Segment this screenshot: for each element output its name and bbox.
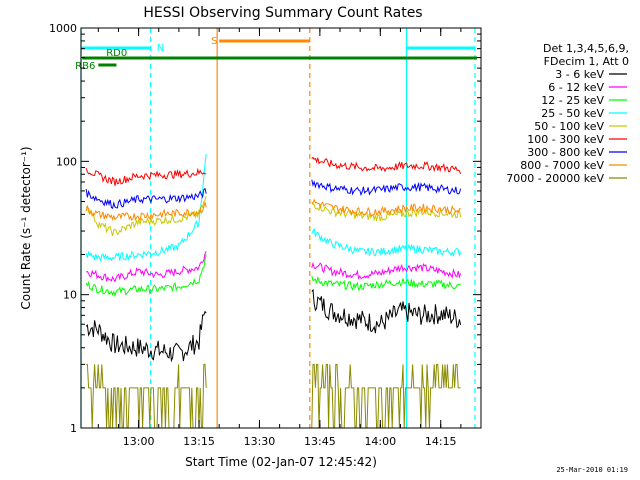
series-line-1-b [311,261,462,280]
series-line-8-b [311,363,461,429]
legend-header-0: Det 1,3,4,5,6,9, [543,42,629,55]
legend-entry-label-8: 7000 - 20000 keV [506,172,604,185]
annotation-label-s: S [211,36,217,47]
series-line-1-a [86,251,207,283]
y-tick-label-1: 10 [63,289,77,302]
series-line-0-b [311,288,462,334]
x-tick-label-2: 13:30 [244,435,276,448]
legend-entry-label-5: 100 - 300 keV [527,133,604,146]
y-tick-label-2: 100 [56,155,77,168]
series-line-7-a [85,201,207,222]
x-tick-label-5: 14:15 [425,435,457,448]
legend-entry-label-4: 50 - 100 keV [534,120,604,133]
series-line-8-a [86,363,207,429]
chart-title: HESSI Observing Summary Count Rates [143,5,422,21]
series-line-3-a [85,153,207,263]
y-tick-label-3: 1000 [49,22,77,35]
legend-entry-label-2: 12 - 25 keV [541,94,604,107]
annotation-label-n: N [157,43,164,54]
series-line-4-b [311,201,462,222]
x-axis-label: Start Time (02-Jan-07 12:45:42) [185,455,377,469]
legend-entry-label-0: 3 - 6 keV [555,68,604,81]
vertical-markers [80,28,476,428]
series-line-2-b [311,275,461,291]
y-axis-label: Count Rate (s⁻¹ detector⁻¹) [19,146,33,309]
legend-entry-label-6: 300 - 800 keV [527,146,604,159]
series-line-4-a [85,196,207,236]
y-tick-label-0: 1 [70,422,77,435]
legend-entry-label-3: 25 - 50 keV [541,107,604,120]
mode-annotations: N S RD0 RB6 [75,36,477,72]
series-line-0-a [85,310,207,363]
x-tick-label-4: 14:00 [364,435,396,448]
axes: 1 10 100 1000 13:00 13:15 13:30 13:45 14:00 14:15 [49,22,482,448]
series-line-5-a [85,167,207,186]
x-tick-label-3: 13:45 [304,435,336,448]
x-tick-label-0: 13:00 [123,435,155,448]
series-lines [85,153,462,429]
series-line-7-b [311,198,461,217]
series-line-6-a [85,187,207,209]
series-line-6-b [311,179,462,197]
legend-entry-label-1: 6 - 12 keV [548,81,604,94]
timestamp-stamp: 25-Mar-2010 01:19 [556,466,628,474]
plot-frame [80,27,482,429]
series-line-2-a [85,254,207,298]
series-line-5-b [311,156,462,175]
x-tick-label-1: 13:15 [183,435,215,448]
annotation-label-rb6: RB6 [75,61,95,72]
annotation-label-rd0: RD0 [106,48,127,59]
series-line-3-b [311,227,462,258]
legend-entry-label-7: 800 - 7000 keV [520,159,604,172]
legend-header-1: FDecim 1, Att 0 [544,55,629,68]
legend: Det 1,3,4,5,6,9,FDecim 1, Att 03 - 6 keV… [506,42,629,185]
